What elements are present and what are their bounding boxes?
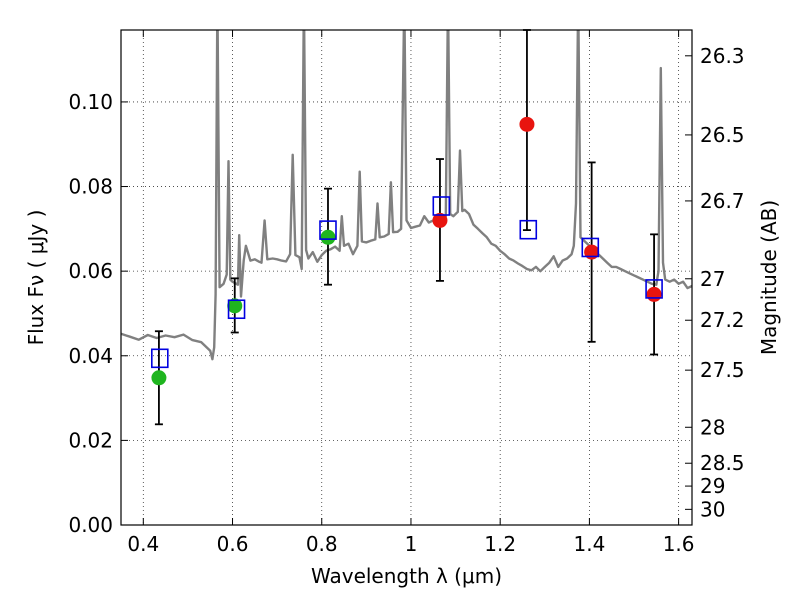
y-tick-label: 0.02 <box>68 428 113 452</box>
plot-frame <box>120 29 693 526</box>
right-tick-label: 28.5 <box>700 451 745 475</box>
observed-flux-point <box>151 370 167 386</box>
tick-layer: 0.4 0.6 0.8 1 1.2 1.4 1.6 0.00 0.02 0.04 0.06 0.08 0… <box>68 30 745 556</box>
model-flux-square <box>227 299 246 320</box>
right-tick-label: 27 <box>700 267 725 291</box>
right-tick-label: 27.2 <box>700 308 745 332</box>
observed-flux-point <box>519 116 535 132</box>
right-axis-title: Magnitude (AB) <box>757 200 781 355</box>
x-tick-label: 0.8 <box>306 532 338 556</box>
right-tick-label: 29 <box>700 474 725 498</box>
model-flux-square <box>519 219 538 240</box>
model-flux-square <box>581 237 600 258</box>
x-tick-label: 1.4 <box>573 532 605 556</box>
model-flux-square <box>432 196 451 216</box>
right-tick-label: 27.5 <box>700 358 745 382</box>
x-tick-label: 0.6 <box>217 532 249 556</box>
observed-flux-point <box>320 229 336 245</box>
model-spectrum-line <box>121 30 692 361</box>
y-tick-label: 0.06 <box>68 259 113 283</box>
y-tick-label: 0.10 <box>68 90 113 114</box>
y-axis-title: Flux Fν ( μJy ) <box>24 210 48 346</box>
model-flux-square <box>645 279 663 299</box>
observed-flux-point <box>432 212 448 228</box>
x-axis-title: Wavelength λ (μm) <box>311 564 502 588</box>
x-tick-label: 1 <box>405 532 418 556</box>
y-tick-label: 0.08 <box>68 175 113 199</box>
spectrum-layer <box>121 30 692 361</box>
x-tick-label: 0.4 <box>127 532 159 556</box>
observed-flux-point <box>584 244 600 260</box>
right-tick-label: 30 <box>700 497 725 521</box>
y-tick-label: 0.04 <box>68 344 113 368</box>
observed-flux-point <box>646 286 662 302</box>
right-tick-label: 26.3 <box>700 44 745 68</box>
right-tick-label: 26.5 <box>700 123 745 147</box>
x-tick-label: 1.6 <box>663 532 695 556</box>
grid-layer <box>121 30 692 525</box>
observed-flux-point <box>227 298 243 314</box>
x-tick-label: 1.2 <box>484 532 516 556</box>
model-flux-square <box>151 348 169 369</box>
y-tick-label: 0.00 <box>68 513 113 537</box>
right-tick-label: 28 <box>700 415 725 439</box>
marker-layer <box>151 116 663 386</box>
model-flux-square <box>319 220 337 240</box>
right-tick-label: 26.7 <box>700 189 745 213</box>
